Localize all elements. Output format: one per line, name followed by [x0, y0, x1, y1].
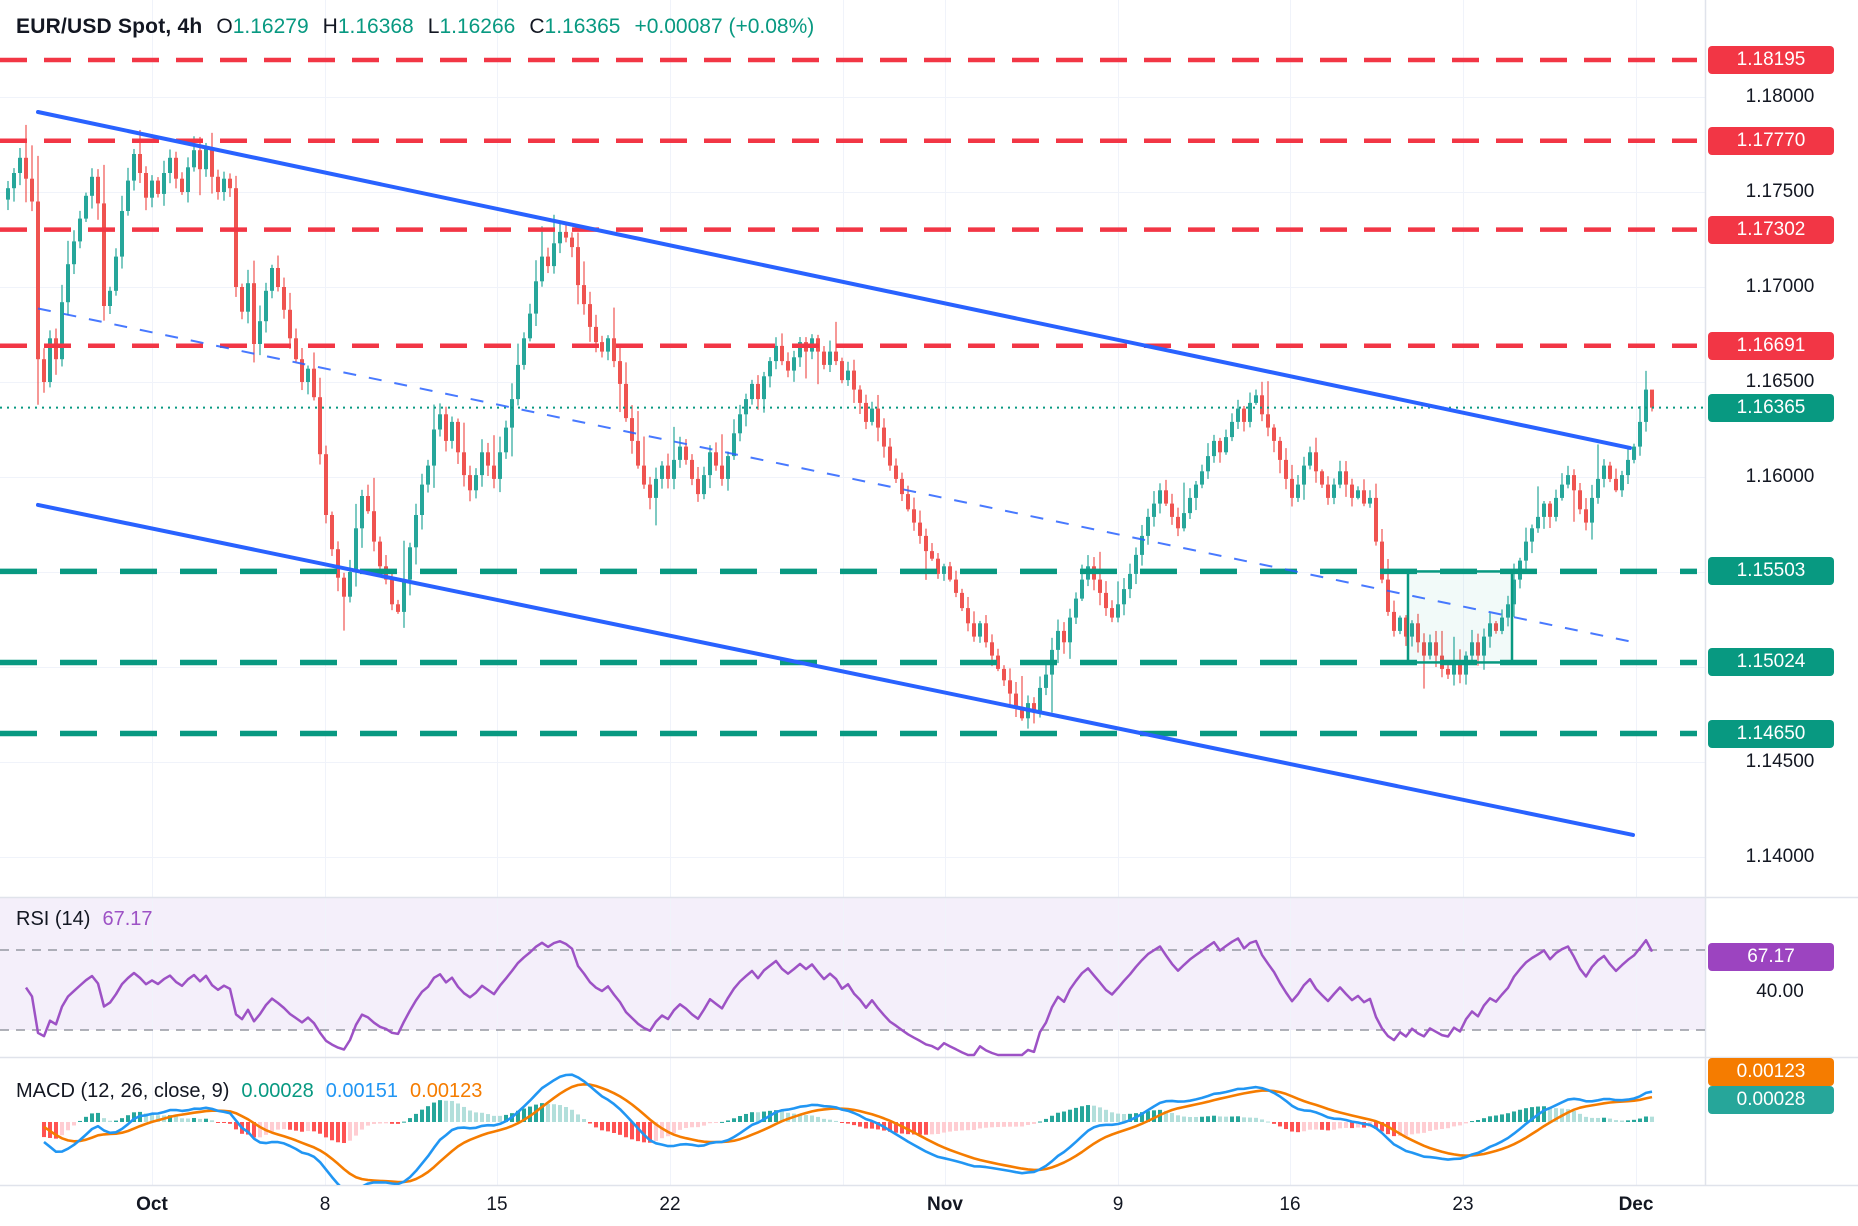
rsi-legend[interactable]: RSI (14) 67.17 — [16, 908, 153, 931]
macd-value-badge: 0.00123 — [1708, 1058, 1834, 1086]
resistance-price-badge: 1.17770 — [1708, 126, 1834, 155]
resistance-price-badge: 1.16691 — [1708, 331, 1834, 360]
rsi-title: RSI (14) — [16, 908, 91, 930]
ohlc-open: O1.16279 — [216, 15, 309, 38]
ohlc-close: C1.16365 — [529, 15, 621, 38]
channel-lower-line — [36, 502, 1635, 837]
date-tick-label: Oct — [136, 1194, 168, 1215]
rsi-pane-background — [0, 898, 1705, 1030]
macd-hist-value: 0.00028 — [241, 1080, 314, 1102]
support-price-badge: 1.14650 — [1708, 719, 1834, 748]
rsi-axis-label: 40.00 — [1756, 981, 1804, 1002]
price-tick-label: 1.16000 — [1745, 466, 1815, 487]
macd-legend[interactable]: MACD (12, 26, close, 9) 0.00028 0.00151 … — [16, 1080, 482, 1103]
date-tick-label: Dec — [1618, 1194, 1654, 1215]
date-tick-label: 9 — [1112, 1194, 1124, 1215]
chart-legend[interactable]: EUR/USD Spot, 4h O1.16279 H1.16368 L1.16… — [16, 15, 814, 39]
support-price-badge: 1.15503 — [1708, 557, 1834, 586]
resistance-price-badge: 1.17302 — [1708, 215, 1834, 244]
date-tick-label: 23 — [1452, 1194, 1474, 1215]
change-value: +0.00087 (+0.08%) — [634, 15, 815, 38]
ohlc-high: H1.16368 — [322, 15, 414, 38]
date-tick-label: 22 — [659, 1194, 681, 1215]
support-price-badge: 1.15024 — [1708, 648, 1834, 677]
macd-title: MACD (12, 26, close, 9) — [16, 1080, 230, 1102]
channel-upper-line — [36, 110, 1632, 450]
channel-mid-line — [37, 307, 1631, 643]
date-tick-label: 15 — [486, 1194, 508, 1215]
rsi-value-badge: 67.17 — [1708, 943, 1834, 971]
support-price-badge: 1.16365 — [1708, 393, 1834, 422]
price-tick-label: 1.17500 — [1745, 181, 1815, 202]
macd-line-value: 0.00151 — [325, 1080, 399, 1102]
date-tick-label: 8 — [319, 1194, 331, 1215]
macd-layer — [42, 1073, 1654, 1185]
price-tick-label: 1.17000 — [1745, 276, 1815, 297]
symbol-title: EUR/USD Spot, 4h — [16, 15, 203, 38]
macd-signal-value: 0.00123 — [410, 1080, 483, 1102]
price-tick-label: 1.18000 — [1745, 86, 1815, 107]
rsi-value: 67.17 — [102, 908, 153, 930]
rsi-curve — [24, 937, 1654, 1057]
range-box-annotation — [1406, 570, 1514, 664]
resistance-price-badge: 1.18195 — [1708, 45, 1834, 74]
date-tick-label: Nov — [927, 1194, 963, 1215]
ohlc-low: L1.16266 — [427, 15, 516, 38]
price-tick-label: 1.16500 — [1745, 371, 1815, 392]
price-tick-label: 1.14500 — [1745, 751, 1815, 772]
date-tick-label: 16 — [1279, 1194, 1301, 1215]
macd-value-badge: 0.00028 — [1708, 1086, 1834, 1114]
price-tick-label: 1.14000 — [1745, 846, 1815, 867]
